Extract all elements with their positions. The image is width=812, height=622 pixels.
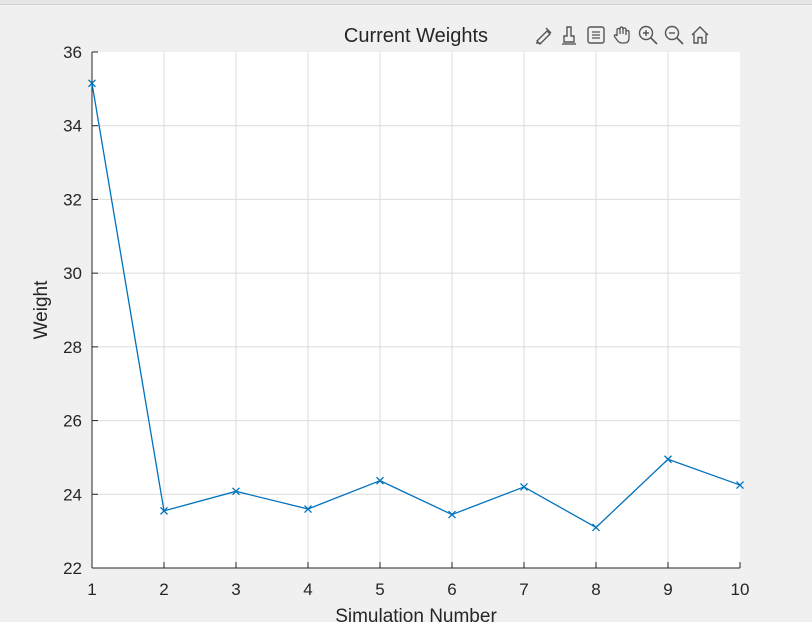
y-tick-label: 24	[63, 485, 82, 504]
x-tick-label: 3	[231, 580, 240, 599]
series-line	[91, 83, 741, 529]
y-tick-label: 22	[63, 559, 82, 578]
x-tick-label: 6	[447, 580, 456, 599]
data-point-marker	[592, 523, 600, 532]
data-point-marker	[664, 455, 672, 464]
data-point-marker	[304, 505, 312, 513]
x-tick-label: 9	[663, 580, 672, 599]
axes-frame	[91, 52, 740, 569]
data-point-marker	[88, 79, 96, 88]
pan-icon[interactable]	[610, 23, 634, 47]
y-tick-labels: 22 24 26 28 30 32 34 36	[63, 43, 82, 578]
plot-area	[92, 52, 740, 568]
y-axis-label: Weight	[31, 280, 52, 340]
y-tick-label: 34	[63, 117, 82, 136]
chart-title: Current Weights	[344, 25, 488, 47]
x-axis-label: Simulation Number	[335, 606, 497, 622]
zoom-out-icon[interactable]	[662, 23, 686, 47]
x-tick-label: 1	[87, 580, 96, 599]
home-icon[interactable]	[688, 23, 712, 47]
grid-lines	[92, 52, 740, 568]
brush-icon[interactable]	[532, 23, 556, 47]
axes-toolbar	[532, 22, 712, 48]
y-tick-label: 28	[63, 338, 82, 357]
data-point-marker	[736, 481, 744, 490]
data-point-marker	[232, 487, 240, 496]
data-point-marker	[160, 506, 168, 515]
x-tick-labels: 1 2 3 4 5 6 7 8 9 10	[87, 580, 749, 599]
data-point-marker	[376, 476, 384, 485]
window-top-strip	[0, 0, 812, 5]
x-tick-label: 2	[159, 580, 168, 599]
y-tick-label: 26	[63, 412, 82, 431]
y-tick-label: 32	[63, 190, 82, 209]
data-tips-icon[interactable]	[558, 23, 582, 47]
y-tick-label: 30	[63, 264, 82, 283]
x-tick-label: 5	[375, 580, 384, 599]
y-tick-label: 36	[63, 43, 82, 62]
data-point-marker	[448, 510, 456, 519]
data-point-marker	[520, 482, 528, 491]
x-tick-label: 10	[731, 580, 750, 599]
tick-marks	[91, 51, 741, 569]
export-icon[interactable]	[584, 23, 608, 47]
data-series	[88, 79, 744, 532]
zoom-in-icon[interactable]	[636, 23, 660, 47]
x-tick-label: 8	[591, 580, 600, 599]
x-tick-label: 4	[303, 580, 312, 599]
x-tick-label: 7	[519, 580, 528, 599]
